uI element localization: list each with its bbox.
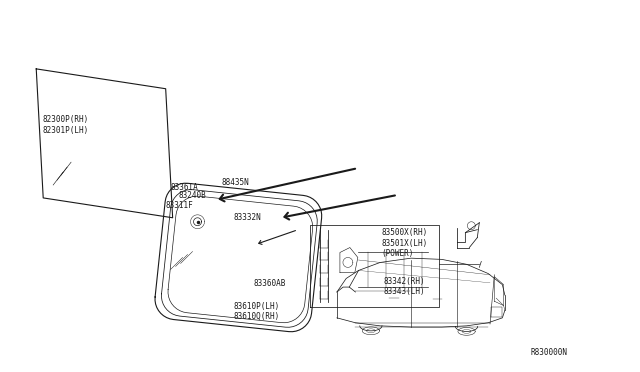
Text: 82300P(RH)
82301P(LH): 82300P(RH) 82301P(LH): [43, 115, 89, 135]
Text: 8336IA: 8336IA: [170, 183, 198, 192]
Text: 83360AB: 83360AB: [253, 279, 285, 288]
Text: 88435N: 88435N: [221, 178, 249, 187]
Text: 83332N: 83332N: [234, 213, 262, 222]
Text: R830000N: R830000N: [531, 349, 567, 357]
Text: 83342(RH)
83343(LH): 83342(RH) 83343(LH): [384, 277, 426, 296]
Text: 83500X(RH)
83501X(LH)
(POWER): 83500X(RH) 83501X(LH) (POWER): [382, 228, 428, 258]
Text: 83240B: 83240B: [179, 192, 206, 201]
Text: 83311F: 83311F: [166, 201, 193, 210]
Text: 83610P(LH)
83610Q(RH): 83610P(LH) 83610Q(RH): [234, 302, 280, 321]
